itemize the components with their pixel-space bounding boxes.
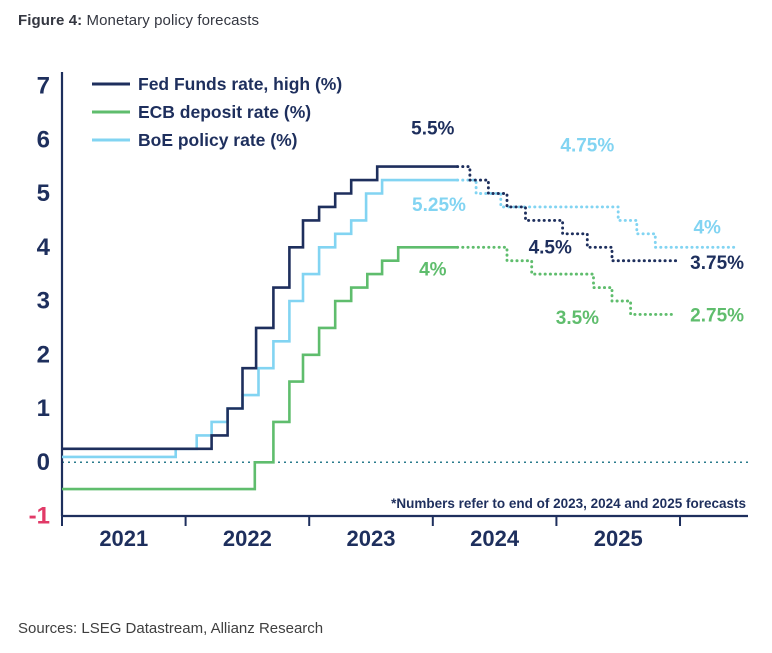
x-tick-label: 2021 (99, 526, 148, 551)
legend-label: Fed Funds rate, high (%) (138, 74, 342, 94)
y-tick-label: 2 (37, 341, 50, 368)
x-tick-label: 2025 (594, 526, 643, 551)
series-solid-green (62, 246, 458, 491)
footnote: *Numbers refer to end of 2023, 2024 and … (391, 496, 746, 511)
series-forecast-lightblue (456, 178, 738, 249)
y-tick-label: 0 (37, 449, 50, 476)
x-tick-label: 2022 (223, 526, 272, 551)
annotation-label: 4.5% (529, 237, 572, 258)
figure-title: Figure 4: Monetary policy forecasts (18, 12, 259, 29)
series-forecast-navy (456, 165, 682, 263)
annotation-label: 5.25% (412, 195, 466, 216)
series-solid-navy (62, 165, 458, 451)
annotation-label: 3.75% (690, 253, 744, 274)
chart-svg: 2021 2022 2023 2024 2025 -1 0 1 2 3 4 5 6 7 Fed Funds … (29, 72, 748, 551)
legend-label: BoE policy rate (%) (138, 130, 297, 150)
series-solid-lightblue (62, 178, 458, 459)
annotation-label: 4% (419, 259, 447, 280)
source-text: Sources: LSEG Datastream, Allianz Resear… (18, 620, 324, 637)
annotation-label: 5.5% (411, 119, 454, 140)
y-tick-label: 4 (37, 234, 51, 261)
figure-title-text: Monetary policy forecasts (82, 12, 260, 29)
y-tick-label: 7 (37, 73, 50, 100)
annotation-label: 4% (693, 217, 721, 238)
legend-label: ECB deposit rate (%) (138, 102, 311, 122)
annotation-label: 3.5% (556, 308, 599, 329)
y-tick-label: 5 (37, 180, 50, 207)
y-tick-label: 6 (37, 126, 50, 153)
x-tick-label: 2024 (470, 526, 520, 551)
y-tick-label: 1 (37, 395, 50, 422)
annotation-label: 4.75% (560, 136, 614, 157)
figure-title-prefix: Figure 4: (18, 12, 83, 29)
annotation-label: 2.75% (690, 306, 744, 327)
y-tick-label: 3 (37, 288, 50, 315)
monetary-policy-chart: 2021 2022 2023 2024 2025 -1 0 1 2 3 4 5 6 7 Fed Funds … (0, 48, 772, 588)
series-forecast-green (456, 245, 676, 316)
y-tick-label: -1 (29, 503, 50, 530)
x-tick-label: 2023 (347, 526, 396, 551)
